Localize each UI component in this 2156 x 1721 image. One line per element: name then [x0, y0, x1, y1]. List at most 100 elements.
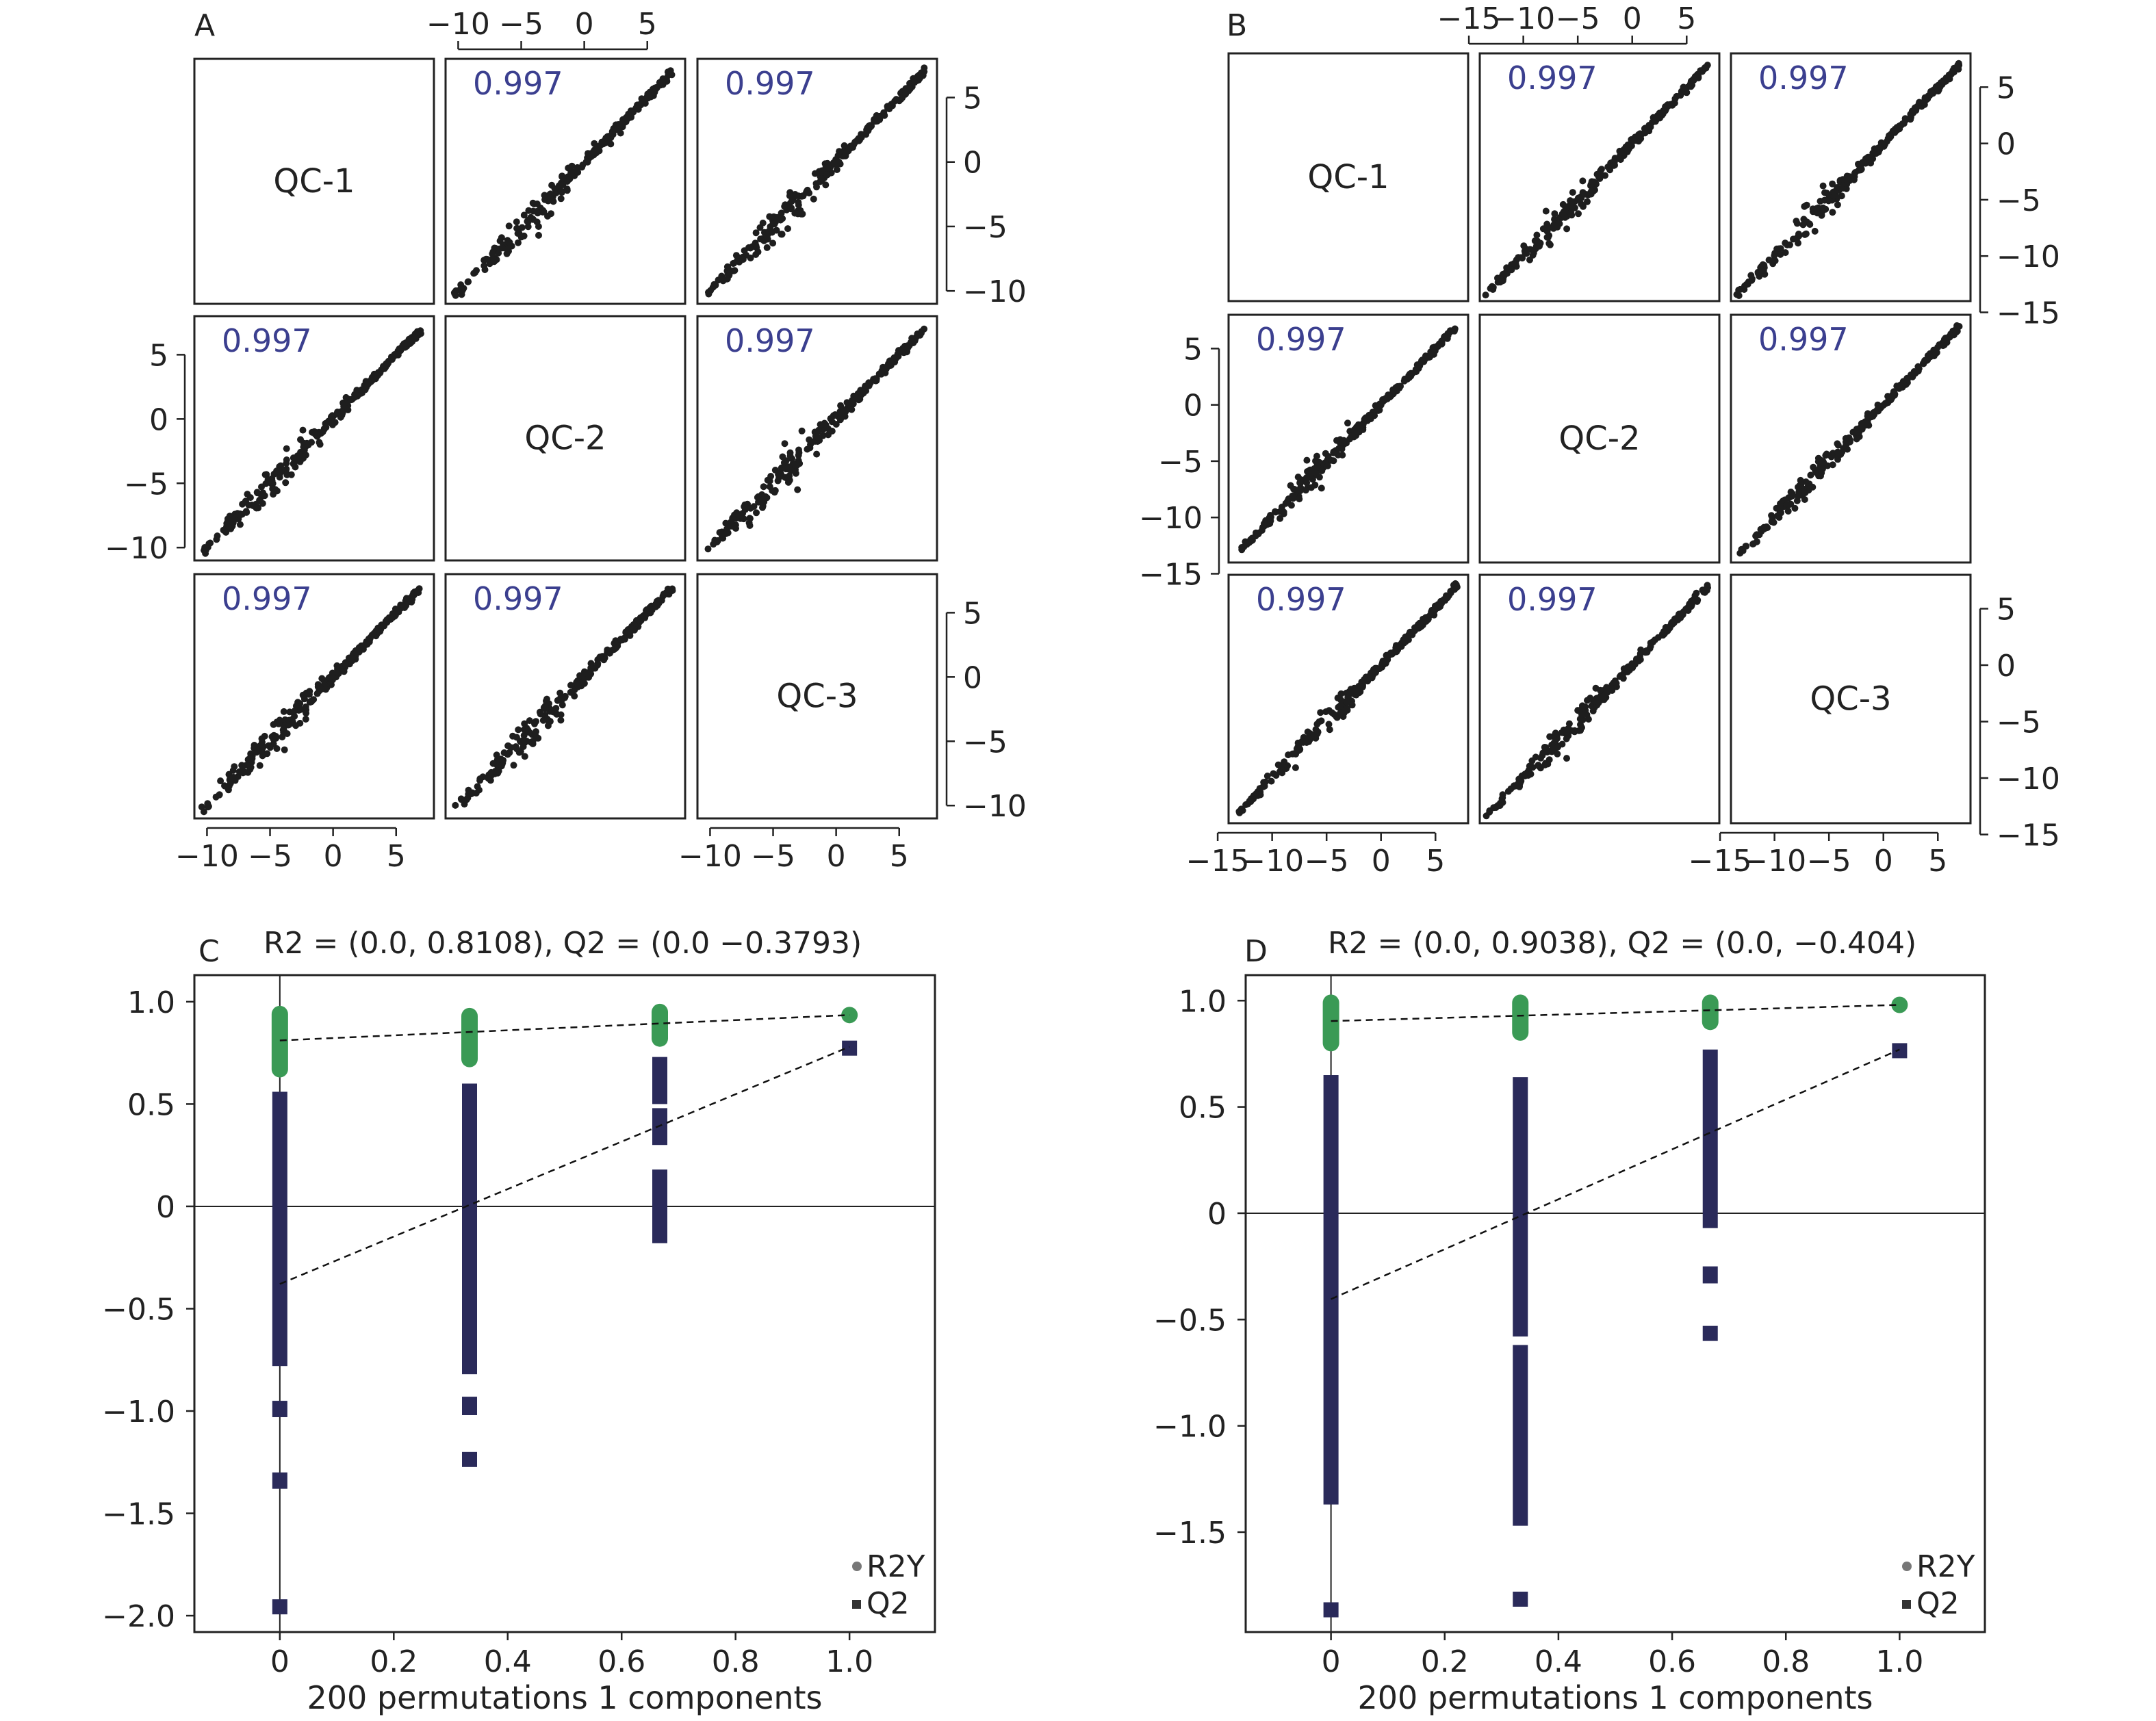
scatter-point: [394, 351, 402, 359]
scatter-point: [509, 732, 517, 740]
scatter-points: [198, 585, 423, 816]
scatter-point: [752, 229, 760, 237]
scatter-point: [612, 637, 619, 645]
tick-label: 1.0: [825, 1644, 873, 1679]
scatter-point: [297, 436, 304, 443]
tick-label: 5: [963, 596, 982, 631]
scatter-point: [717, 275, 725, 283]
scatter-point: [1604, 164, 1612, 170]
scatter-point: [526, 717, 533, 725]
tick-label: 1.0: [1179, 984, 1227, 1019]
r2y-marker: [461, 1007, 478, 1067]
scatter-point: [1853, 435, 1860, 443]
scatter-point: [710, 541, 717, 548]
scatter-point: [756, 224, 764, 231]
scatter-point: [619, 636, 626, 644]
scatter-point: [244, 491, 251, 498]
scatter-point: [1602, 172, 1608, 179]
scatter-point: [1932, 350, 1940, 357]
scatter-point: [1361, 675, 1368, 683]
pair-cell-r0-c0: QC-1: [1227, 52, 1470, 302]
q2-marker: [272, 1472, 287, 1489]
scatter-point: [207, 539, 214, 547]
scatter-point: [1829, 461, 1836, 469]
scatter-point: [1552, 729, 1559, 737]
scatter-point: [753, 244, 760, 251]
tick-label: −5: [963, 210, 1008, 245]
tick-label: 0.8: [1762, 1644, 1810, 1679]
scatter-point: [1333, 437, 1340, 444]
scatter-point: [779, 215, 786, 222]
tick-label: −10: [678, 839, 742, 874]
scatter-point: [563, 185, 571, 193]
scatter-point: [1325, 721, 1333, 728]
scatter-point: [327, 413, 335, 421]
scatter-point: [302, 716, 309, 723]
scatter-point: [1344, 698, 1351, 706]
scatter-point: [1793, 220, 1801, 227]
scatter-point: [519, 736, 527, 744]
scatter-point: [1424, 613, 1432, 621]
tick-label: −5: [1556, 1, 1600, 36]
scatter-point: [1560, 726, 1567, 734]
tick-label: −1.5: [1153, 1516, 1227, 1551]
scatter-point: [1542, 207, 1550, 215]
scatter-point: [273, 745, 281, 752]
scatter-point: [1248, 534, 1256, 542]
q2-regression-line: [1331, 1048, 1900, 1300]
scatter-point: [1908, 372, 1915, 379]
scatter-point: [1450, 327, 1458, 335]
scatter-point: [780, 459, 788, 467]
scatter-point: [1541, 761, 1549, 768]
scatter-point: [1834, 456, 1841, 463]
scatter-point: [282, 479, 290, 487]
scatter-point: [1344, 704, 1351, 712]
scatter-point: [465, 278, 472, 285]
tick-label: −10: [1997, 240, 2060, 274]
scatter-point: [1313, 452, 1320, 460]
scatter-point: [605, 647, 613, 655]
scatter-point: [1268, 777, 1275, 785]
scatter-point: [1513, 781, 1521, 788]
q2-marker: [272, 1091, 287, 1367]
scatter-point: [1371, 412, 1378, 419]
scatter-point: [587, 660, 595, 667]
sample-label: QC-2: [1558, 419, 1640, 458]
scatter-point: [529, 738, 537, 745]
scatter-point: [635, 103, 643, 110]
series-q2: [272, 1040, 858, 1615]
scatter-point: [643, 607, 650, 614]
scatter-point: [895, 97, 903, 105]
scatter-point: [1641, 129, 1649, 137]
scatter-point: [548, 181, 556, 189]
tick-label: 5: [387, 839, 406, 874]
scatter-point: [806, 436, 813, 443]
scatter-point: [525, 207, 532, 214]
scatter-point: [1338, 445, 1346, 453]
q2-marker: [1513, 1077, 1528, 1337]
scatter-point: [1294, 474, 1302, 481]
scatter-point: [1617, 156, 1624, 164]
scatter-point: [1276, 515, 1284, 522]
scatter-point: [500, 757, 507, 764]
pair-cell-r2-c2: QC-3: [696, 573, 938, 820]
scatter-point: [1302, 474, 1310, 481]
scatter-point: [1603, 684, 1610, 691]
scatter-point: [1684, 604, 1691, 612]
correlation-value: 0.997: [1758, 321, 1849, 358]
scatter-point: [1858, 166, 1865, 173]
r2y-regression-line: [1331, 1004, 1900, 1022]
cell-frame: [1227, 573, 1470, 825]
scatter-point: [200, 808, 207, 816]
scatter-point: [908, 335, 916, 342]
scatter-point: [833, 166, 840, 173]
scatter-point: [1303, 739, 1310, 746]
scatter-point: [1818, 211, 1825, 219]
y-axis: 1.0 0.5 0 −0.5 −1.0 −1.5 −2.0: [102, 985, 194, 1634]
legend-r2y-label: R2Y: [1916, 1549, 1975, 1584]
scatter-point: [822, 422, 830, 428]
scatter-point: [788, 198, 795, 205]
x-axis: −15−10 −5 0 5: [1689, 831, 1947, 879]
scatter-point: [1387, 650, 1394, 658]
